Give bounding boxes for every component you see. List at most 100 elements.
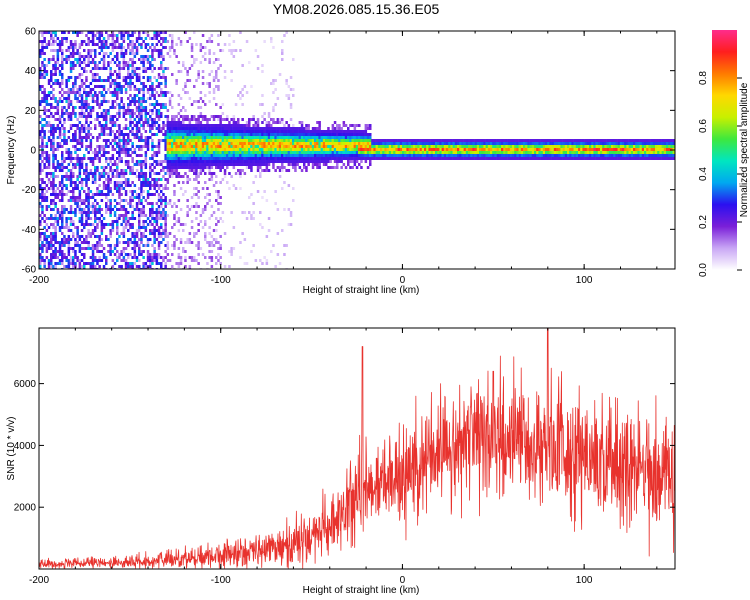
heat-cell	[80, 136, 84, 139]
heat-cell	[118, 61, 121, 64]
heat-cell	[241, 94, 244, 97]
heat-cell	[56, 166, 60, 169]
heat-cell	[63, 139, 66, 142]
heat-cell	[175, 136, 178, 139]
heat-cell	[120, 106, 123, 109]
heat-cell	[102, 187, 106, 190]
heat-cell	[226, 124, 229, 127]
heat-cell	[179, 157, 183, 160]
heat-cell	[43, 232, 46, 235]
heat-cell	[140, 154, 143, 157]
heat-cell	[219, 247, 222, 250]
heat-cell	[157, 31, 161, 34]
heat-cell	[358, 133, 361, 136]
heat-cell	[127, 166, 130, 169]
heat-cell	[168, 175, 172, 178]
heat-cell	[261, 70, 264, 73]
heat-cell	[509, 157, 513, 160]
heat-cell	[525, 157, 528, 160]
heat-cell	[353, 124, 357, 127]
heat-cell	[292, 160, 295, 163]
heat-cell	[256, 190, 260, 193]
heat-cell	[404, 142, 407, 145]
heat-cell	[182, 166, 185, 169]
heat-cell	[122, 109, 126, 112]
heat-cell	[54, 262, 57, 265]
heat-cell	[113, 88, 117, 91]
heat-cell	[201, 82, 205, 85]
heat-cell	[67, 190, 71, 193]
heat-cell	[261, 115, 264, 118]
heat-cell	[206, 163, 209, 166]
heat-cell	[144, 46, 148, 49]
heat-cell	[146, 253, 150, 256]
heat-cell	[131, 223, 134, 226]
heat-cell	[135, 46, 139, 49]
heat-cell	[80, 115, 84, 118]
heat-cell	[80, 211, 84, 214]
heat-cell	[151, 118, 154, 121]
heat-cell	[78, 133, 82, 136]
heat-cell	[250, 160, 253, 163]
heat-cell	[186, 166, 189, 169]
heat-cell	[239, 241, 242, 244]
heat-cell	[265, 160, 269, 163]
heat-cell	[265, 163, 269, 166]
heat-cell	[109, 235, 112, 238]
heat-cell	[118, 181, 121, 184]
heat-cell	[373, 142, 376, 145]
heat-cell	[155, 103, 159, 106]
heat-cell	[428, 148, 431, 151]
heat-cell	[234, 160, 238, 163]
heat-cell	[100, 124, 104, 127]
heat-cell	[289, 88, 293, 91]
heat-cell	[43, 118, 46, 121]
heat-cell	[344, 139, 348, 142]
heat-cell	[305, 151, 308, 154]
heat-cell	[360, 145, 363, 148]
heat-cell	[432, 145, 436, 148]
heat-cell	[83, 223, 86, 226]
heat-cell	[50, 85, 53, 88]
heat-cell	[127, 136, 130, 139]
heat-cell	[118, 196, 121, 199]
heat-cell	[234, 151, 238, 154]
heat-cell	[151, 244, 154, 247]
heat-cell	[520, 145, 524, 148]
heat-cell	[100, 46, 104, 49]
heat-cell	[256, 151, 260, 154]
heat-cell	[173, 121, 176, 124]
heat-cell	[314, 145, 317, 148]
heat-cell	[193, 166, 196, 169]
heat-cell	[485, 142, 489, 145]
heat-cell	[129, 34, 132, 37]
heat-cell	[107, 145, 110, 148]
heat-cell	[259, 142, 262, 145]
heat-cell	[47, 121, 51, 124]
heat-cell	[109, 187, 112, 190]
heat-cell	[109, 205, 112, 208]
heat-cell	[503, 157, 506, 160]
heat-cell	[61, 175, 64, 178]
heat-cell	[72, 82, 75, 85]
heat-cell	[353, 133, 357, 136]
heat-cell	[69, 91, 73, 94]
heat-cell	[107, 55, 110, 58]
heat-cell	[111, 259, 115, 262]
heat-cell	[135, 100, 139, 103]
heat-cell	[61, 166, 64, 169]
heat-cell	[221, 133, 225, 136]
heat-cell	[87, 247, 90, 250]
heat-cell	[153, 259, 156, 262]
heat-cell	[144, 142, 148, 145]
heat-cell	[129, 130, 132, 133]
heat-cell	[162, 103, 165, 106]
heat-cell	[133, 172, 137, 175]
heat-cell	[72, 145, 75, 148]
heat-cell	[435, 139, 438, 142]
heat-cell	[320, 142, 324, 145]
heat-cell	[168, 130, 172, 133]
heat-cell	[127, 76, 130, 79]
heat-cell	[281, 136, 284, 139]
heat-cell	[241, 232, 244, 235]
